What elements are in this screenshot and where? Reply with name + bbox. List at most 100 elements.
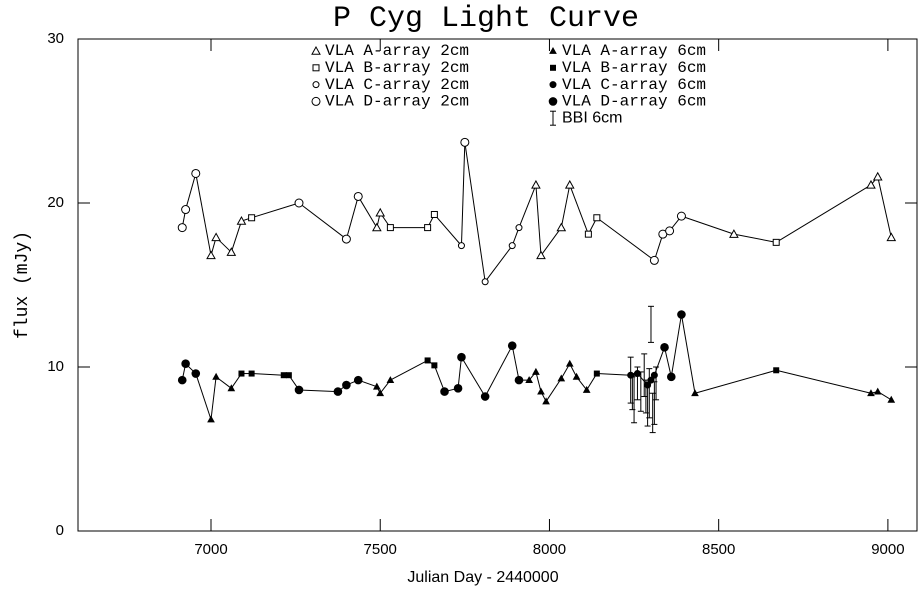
connector bbox=[390, 359, 428, 381]
connector bbox=[776, 369, 872, 394]
legend-symbol bbox=[311, 45, 321, 55]
connector bbox=[733, 233, 777, 243]
marker-triangle bbox=[226, 247, 237, 256]
marker-circle bbox=[191, 168, 201, 178]
legend-symbol bbox=[550, 64, 556, 71]
legend-label: VLA D-array 2cm bbox=[325, 93, 469, 111]
marker-circle bbox=[457, 242, 465, 250]
marker-square bbox=[430, 210, 438, 218]
legend-symbol bbox=[548, 97, 558, 106]
connector bbox=[694, 369, 777, 394]
legend-label: VLA A-array 6cm bbox=[562, 42, 706, 60]
marker-triangle bbox=[207, 415, 215, 423]
connector bbox=[569, 184, 589, 235]
marker-triangle bbox=[376, 389, 385, 397]
marker-triangle bbox=[565, 359, 574, 367]
connector bbox=[877, 176, 892, 238]
connector bbox=[518, 184, 537, 228]
connector bbox=[775, 184, 872, 243]
connector bbox=[670, 314, 682, 377]
connector bbox=[540, 227, 562, 256]
connector bbox=[185, 173, 197, 210]
error-bar bbox=[647, 305, 654, 343]
connector bbox=[464, 142, 486, 282]
connector bbox=[357, 196, 378, 228]
marker-circle bbox=[353, 191, 363, 201]
marker-circle bbox=[676, 211, 686, 221]
connector bbox=[230, 220, 242, 253]
marker-circle bbox=[660, 343, 669, 352]
marker-triangle bbox=[867, 389, 875, 397]
marker-square bbox=[238, 370, 245, 377]
connector bbox=[596, 217, 655, 261]
marker-square bbox=[248, 214, 256, 222]
x-tick-label: 9000 bbox=[871, 541, 904, 558]
marker-triangle bbox=[866, 179, 876, 189]
x-tick-label: 8500 bbox=[702, 541, 735, 558]
y-axis-label: flux (mJy) bbox=[13, 231, 33, 339]
marker-triangle bbox=[729, 229, 739, 238]
marker-circle bbox=[515, 224, 523, 232]
legend-symbol bbox=[549, 81, 557, 89]
marker-circle bbox=[440, 387, 449, 396]
connector bbox=[433, 365, 446, 392]
marker-square bbox=[584, 230, 592, 238]
marker-circle bbox=[353, 375, 363, 385]
connector bbox=[560, 184, 571, 228]
marker-circle bbox=[481, 278, 489, 286]
legend-symbol bbox=[549, 46, 557, 54]
marker-square bbox=[280, 372, 287, 379]
marker-square bbox=[386, 224, 394, 232]
marker-triangle bbox=[536, 250, 546, 260]
legend-label: VLA C-array 2cm bbox=[325, 76, 469, 94]
marker-square bbox=[248, 370, 255, 377]
legend-label: VLA D-array 6cm bbox=[562, 93, 706, 111]
connector bbox=[195, 373, 212, 420]
marker-circle bbox=[457, 352, 466, 362]
marker-triangle bbox=[212, 372, 220, 380]
marker-circle bbox=[627, 371, 635, 379]
y-tick-label: 0 bbox=[56, 522, 64, 539]
x-tick-label: 8000 bbox=[533, 541, 566, 558]
marker-triangle bbox=[537, 387, 545, 395]
marker-circle bbox=[294, 385, 304, 395]
connector bbox=[345, 196, 359, 240]
legend-label: VLA A-array 2cm bbox=[325, 42, 469, 60]
marker-triangle bbox=[211, 232, 221, 242]
marker-triangle bbox=[542, 397, 550, 405]
marker-square bbox=[593, 214, 601, 222]
connector bbox=[298, 389, 338, 393]
legend-symbol bbox=[312, 81, 320, 89]
marker-circle bbox=[480, 392, 490, 401]
marker-circle bbox=[650, 371, 658, 379]
marker-circle bbox=[649, 255, 659, 265]
marker-triangle bbox=[236, 216, 247, 225]
connector bbox=[251, 202, 300, 219]
connector bbox=[434, 214, 462, 246]
marker-triangle bbox=[557, 374, 566, 382]
marker-circle bbox=[453, 384, 463, 393]
marker-circle bbox=[181, 205, 191, 215]
error-bar bbox=[646, 368, 653, 419]
x-tick-label: 7500 bbox=[364, 541, 397, 558]
marker-triangle bbox=[532, 367, 540, 375]
connector bbox=[210, 376, 217, 420]
marker-square bbox=[285, 372, 292, 379]
error-bar bbox=[637, 371, 644, 412]
y-tick-label: 10 bbox=[47, 358, 64, 375]
connector bbox=[545, 378, 562, 402]
x-axis-label: Julian Day - 2440000 bbox=[407, 569, 558, 586]
y-tick-label: 30 bbox=[47, 30, 64, 47]
marker-circle bbox=[514, 375, 524, 385]
marker-circle bbox=[665, 226, 675, 236]
connector bbox=[681, 215, 735, 235]
marker-triangle bbox=[564, 179, 575, 189]
legend-label: VLA B-array 6cm bbox=[562, 59, 706, 77]
marker-circle bbox=[507, 341, 517, 350]
connector bbox=[680, 314, 696, 394]
marker-square bbox=[773, 367, 780, 374]
marker-triangle bbox=[887, 395, 896, 403]
marker-circle bbox=[677, 310, 686, 319]
